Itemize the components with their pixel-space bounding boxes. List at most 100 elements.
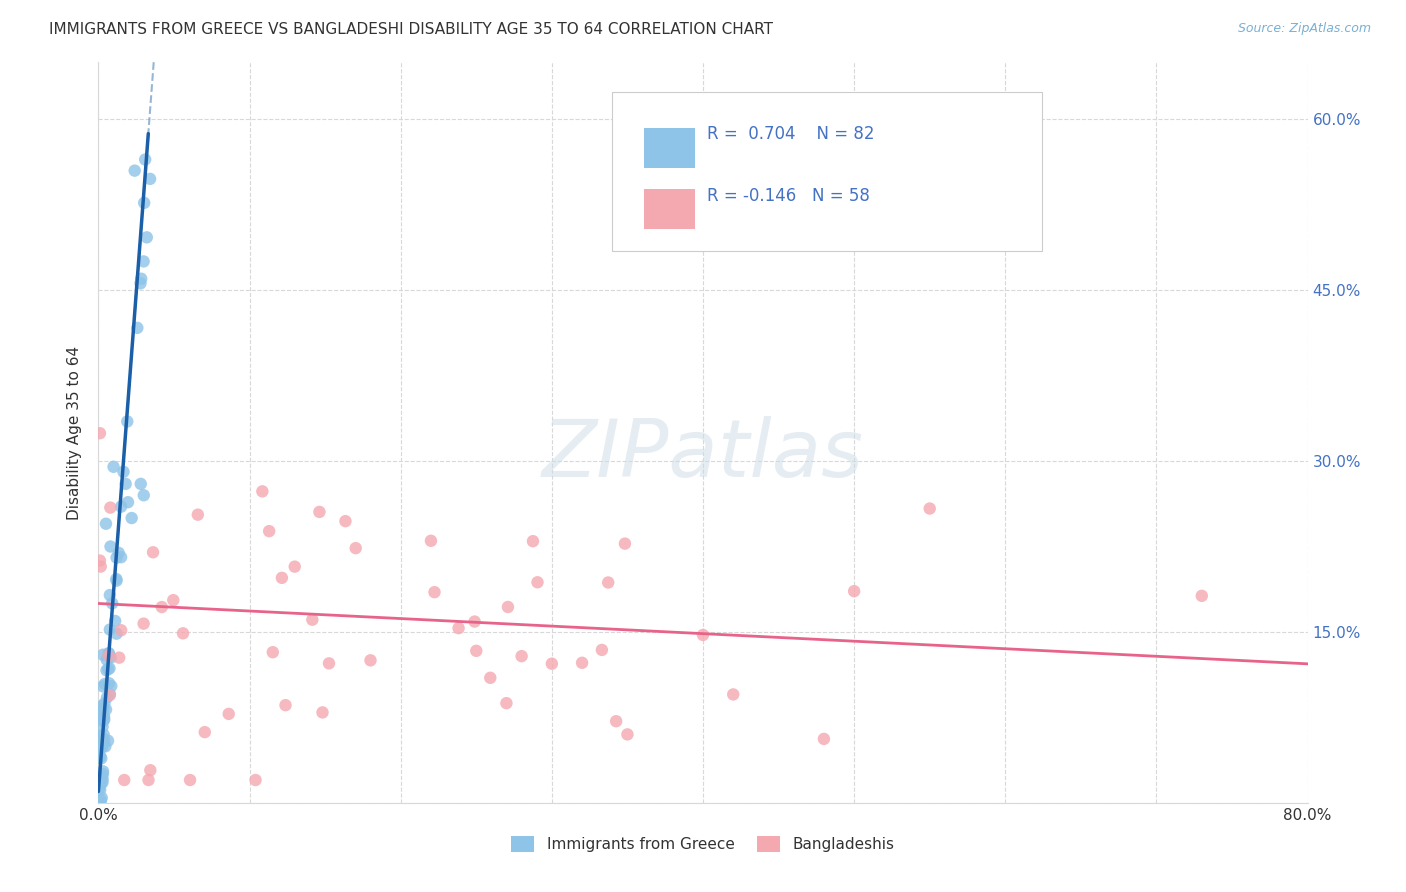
Point	[98, 661, 121, 675]
Point	[571, 656, 593, 670]
Point	[93, 701, 115, 715]
Point	[423, 585, 446, 599]
Point	[129, 277, 152, 291]
Point	[301, 613, 323, 627]
Point	[87, 796, 110, 810]
Point	[245, 772, 267, 787]
Point	[89, 553, 111, 567]
Point	[89, 749, 111, 764]
Text: R =  0.704    N = 82: R = 0.704 N = 82	[707, 125, 875, 144]
Point	[98, 588, 121, 602]
Point	[218, 706, 240, 721]
Point	[90, 770, 112, 784]
Point	[91, 764, 114, 779]
Point	[93, 697, 115, 711]
Point	[360, 653, 382, 667]
Point	[97, 646, 120, 660]
Point	[110, 624, 132, 638]
Text: IMMIGRANTS FROM GREECE VS BANGLADESHI DISABILITY AGE 35 TO 64 CORRELATION CHART: IMMIGRANTS FROM GREECE VS BANGLADESHI DI…	[49, 22, 773, 37]
FancyBboxPatch shape	[613, 92, 1042, 252]
Point	[105, 574, 128, 588]
Point	[105, 626, 128, 640]
Point	[89, 742, 111, 756]
Point	[101, 596, 124, 610]
Point	[91, 731, 114, 746]
Point	[91, 732, 114, 747]
FancyBboxPatch shape	[644, 189, 695, 229]
Point	[117, 414, 139, 428]
Legend: Immigrants from Greece, Bangladeshis: Immigrants from Greece, Bangladeshis	[505, 830, 901, 858]
Y-axis label: Disability Age 35 to 64: Disability Age 35 to 64	[67, 345, 83, 520]
Point	[91, 720, 114, 734]
Point	[132, 616, 155, 631]
Point	[142, 545, 165, 559]
Point	[90, 751, 112, 765]
Point	[918, 501, 941, 516]
Point	[94, 516, 117, 531]
Point	[97, 662, 120, 676]
Point	[91, 775, 114, 789]
Point	[97, 733, 120, 747]
Point	[526, 575, 548, 590]
Point	[495, 696, 517, 710]
Point	[97, 648, 120, 663]
Point	[91, 767, 114, 781]
Point	[134, 195, 156, 210]
Point	[90, 729, 112, 743]
Point	[96, 653, 118, 667]
Point	[94, 702, 117, 716]
Point	[90, 793, 112, 807]
Point	[112, 465, 135, 479]
Point	[89, 738, 111, 752]
Point	[1191, 589, 1213, 603]
Point	[598, 575, 620, 590]
Point	[420, 533, 443, 548]
Point	[96, 690, 118, 705]
Point	[121, 511, 143, 525]
Text: ZIPatlas: ZIPatlas	[541, 416, 865, 494]
Point	[139, 172, 162, 186]
Point	[103, 459, 125, 474]
Text: R = -0.146   N = 58: R = -0.146 N = 58	[707, 186, 869, 204]
Point	[107, 546, 129, 560]
Point	[91, 739, 114, 754]
Point	[93, 710, 115, 724]
Point	[522, 534, 544, 549]
Point	[274, 698, 297, 713]
Point	[91, 714, 114, 728]
Point	[284, 559, 307, 574]
Point	[127, 321, 149, 335]
Point	[98, 500, 121, 515]
Point	[100, 650, 122, 665]
Point	[129, 271, 152, 285]
Point	[87, 796, 110, 810]
Point	[135, 230, 157, 244]
Point	[613, 536, 636, 550]
Point	[110, 550, 132, 565]
Point	[94, 739, 117, 754]
Point	[104, 614, 127, 628]
Point	[90, 777, 112, 791]
Point	[100, 540, 122, 554]
Point	[114, 476, 136, 491]
Point	[91, 680, 114, 694]
Point	[89, 796, 111, 810]
Point	[162, 593, 184, 607]
Point	[96, 663, 118, 677]
Point	[91, 699, 114, 714]
Point	[105, 550, 128, 565]
Point	[252, 484, 274, 499]
Point	[100, 679, 122, 693]
Point	[150, 600, 173, 615]
Point	[90, 790, 112, 805]
Point	[97, 647, 120, 661]
Point	[105, 572, 128, 586]
Text: Source: ZipAtlas.com: Source: ZipAtlas.com	[1237, 22, 1371, 36]
Point	[98, 676, 121, 690]
Point	[510, 649, 533, 664]
Point	[496, 599, 519, 614]
Point	[262, 645, 284, 659]
Point	[138, 772, 160, 787]
Point	[464, 615, 486, 629]
Point	[447, 621, 470, 635]
